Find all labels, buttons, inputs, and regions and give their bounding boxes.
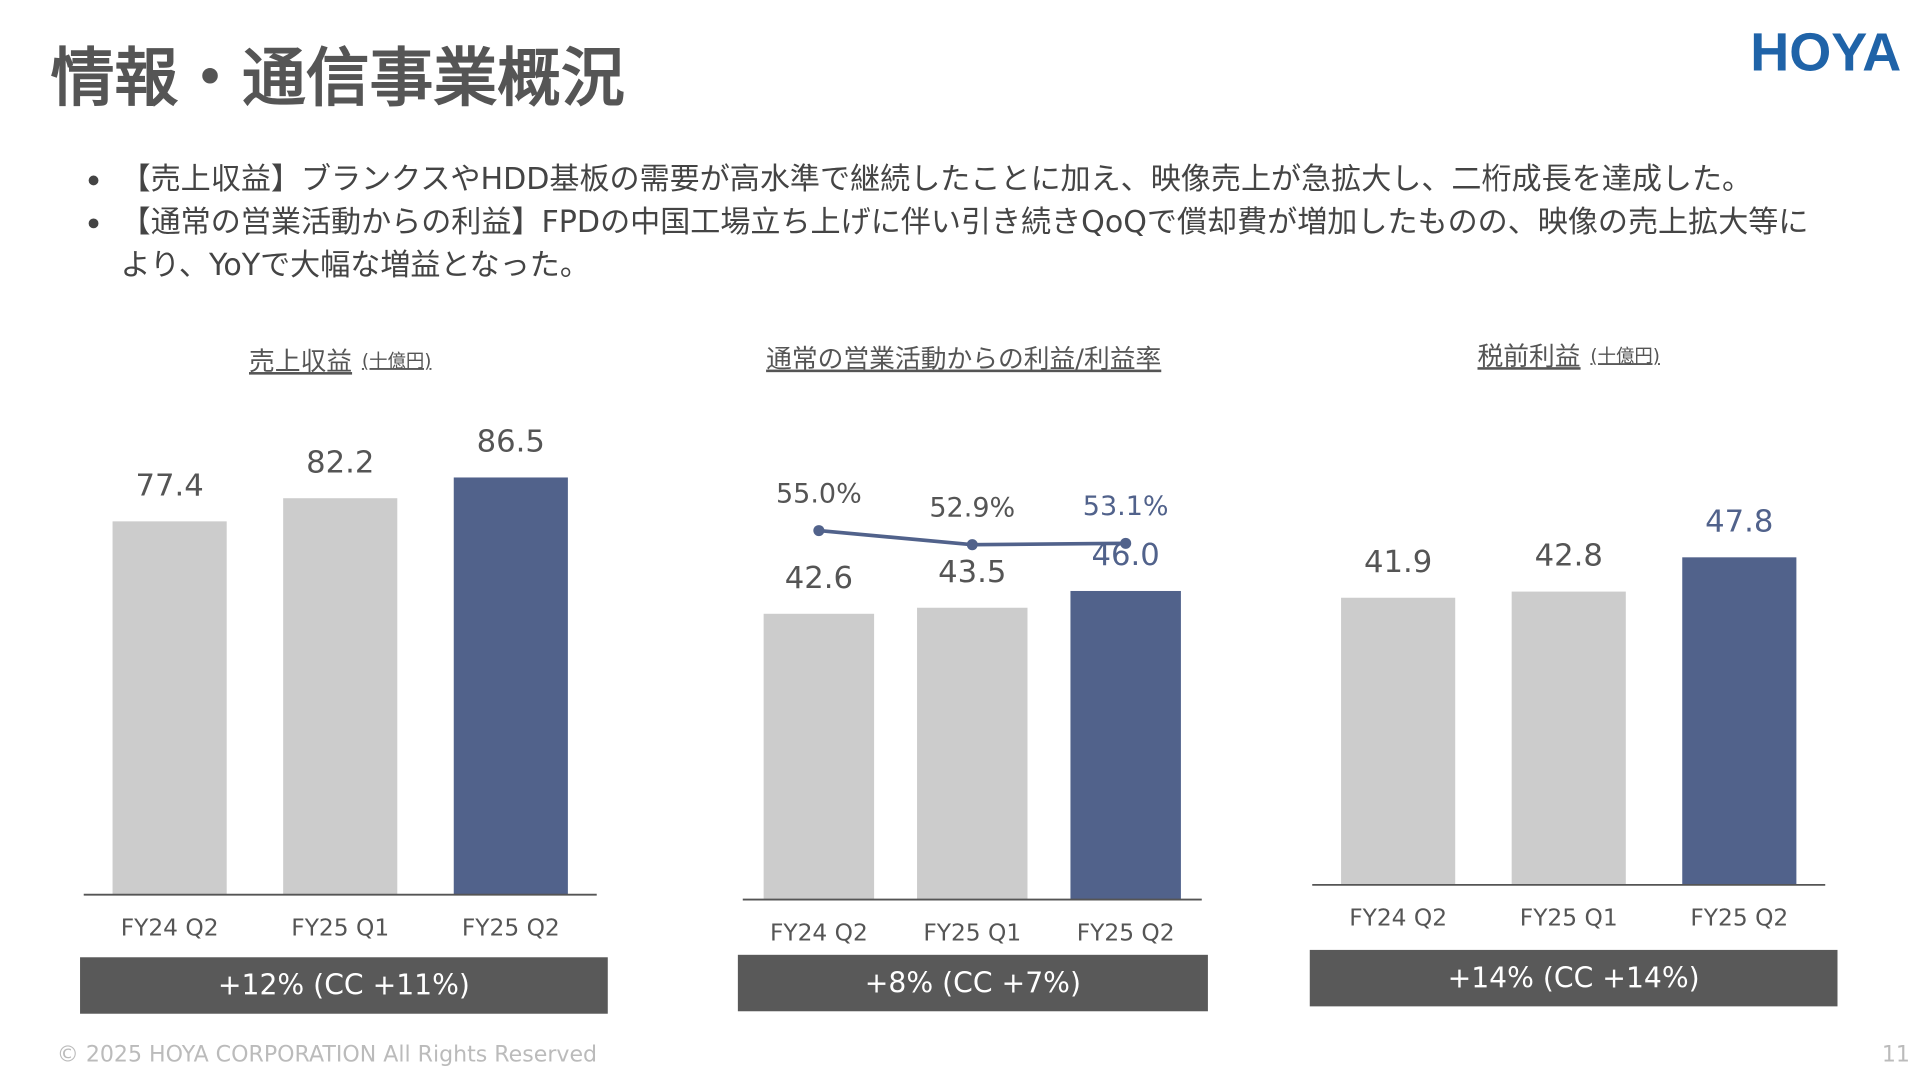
logo: HOYA (1750, 23, 1901, 83)
bar (1341, 597, 1456, 885)
chart-title: 売上収益 (十億円) (249, 347, 431, 377)
bar-label: 42.8 (1535, 539, 1603, 574)
line-point (966, 539, 978, 551)
bar (1511, 591, 1626, 885)
growth-label: +8% (CC +7%) (865, 966, 1081, 999)
x-tick-label: FY25 Q2 (1690, 905, 1788, 932)
bar-label: 77.4 (135, 469, 203, 504)
line-point (813, 525, 825, 537)
bullets-box: 【売上収益】ブランクスやHDD基板の需要が高水準で継続したことに加え、映像売上が… (69, 157, 1885, 292)
bar (112, 521, 227, 895)
x-tick-label: FY25 Q2 (462, 915, 560, 942)
chart-title-text: 通常の営業活動からの利益/利益率 (766, 344, 1161, 374)
x-tick-label: FY25 Q1 (923, 919, 1021, 946)
line-label: 52.9% (929, 493, 1015, 524)
bar-label: 43.5 (938, 555, 1006, 590)
bullet: 【売上収益】ブランクスやHDD基板の需要が高水準で継続したことに加え、映像売上が… (116, 157, 1886, 200)
bar-label: 86.5 (477, 425, 545, 460)
page-number: 11 (1882, 1041, 1910, 1067)
bullets: 【売上収益】ブランクスやHDD基板の需要が高水準で継続したことに加え、映像売上が… (69, 157, 1885, 286)
line-point (1120, 537, 1132, 549)
chart-title-text: 税前利益 (1478, 342, 1581, 372)
chart-unit: (十億円) (1590, 346, 1660, 367)
bar (917, 607, 1028, 900)
bar-label: 82.2 (306, 445, 374, 480)
slide-title: 情報・通信事業概況 (51, 42, 625, 116)
bar (763, 613, 875, 900)
bar-label: 47.8 (1705, 504, 1773, 539)
bar-label: 41.9 (1364, 545, 1432, 580)
x-tick-label: FY24 Q2 (1349, 905, 1447, 932)
line-label: 55.0% (776, 479, 862, 510)
copyright: © 2025 HOYA CORPORATION All Rights Reser… (57, 1041, 597, 1067)
x-tick-label: FY25 Q2 (1077, 919, 1175, 946)
bar-label: 42.6 (785, 561, 853, 596)
chart-unit: (十億円) (362, 351, 432, 372)
bar (1682, 557, 1797, 885)
line-label: 53.1% (1083, 491, 1169, 522)
chart-title-text: 売上収益 (249, 347, 352, 377)
x-tick-label: FY25 Q1 (291, 915, 389, 942)
growth-box (1309, 949, 1838, 1007)
chart-title: 通常の営業活動からの利益/利益率 (766, 344, 1161, 374)
x-tick-label: FY24 Q2 (770, 919, 868, 946)
bullet: 【通常の営業活動からの利益】FPDの中国工場立ち上げに伴い引き続きQoQで償却費… (116, 200, 1833, 286)
bar (283, 498, 398, 895)
bar (1070, 590, 1181, 900)
growth-label: +12% (CC +11%) (218, 969, 470, 1002)
growth-label: +14% (CC +14%) (1448, 961, 1700, 994)
chart-title: 税前利益 (十億円) (1478, 342, 1660, 372)
bullet-list: 【売上収益】ブランクスやHDD基板の需要が高水準で継続したことに加え、映像売上が… (69, 157, 1885, 286)
growth-box (80, 957, 608, 1014)
growth-box (737, 954, 1208, 1012)
x-tick-label: FY25 Q1 (1520, 905, 1618, 932)
bar (453, 477, 568, 895)
x-tick-label: FY24 Q2 (121, 915, 219, 942)
